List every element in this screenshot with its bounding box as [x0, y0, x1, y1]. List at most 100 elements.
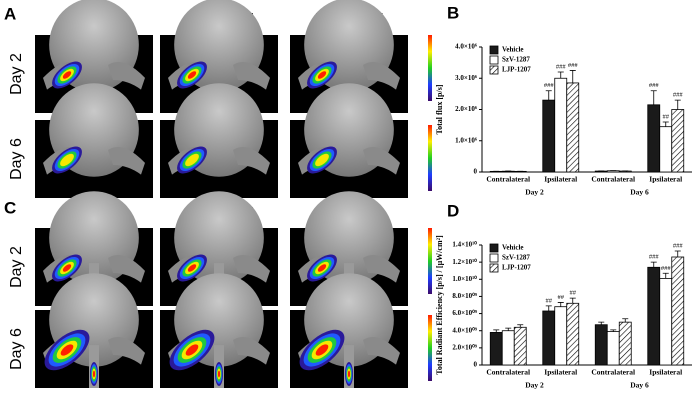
y-tick-label: 2.0×10⁶: [455, 105, 477, 113]
signal-blob: [187, 71, 197, 79]
x-tick-label: Contralateral: [591, 175, 635, 184]
row-label: Day 2: [8, 246, 25, 288]
legend-label: Vehicle: [502, 46, 524, 54]
signal-blob: [317, 71, 327, 79]
error-bar: [557, 71, 564, 79]
legend-swatch: [489, 55, 499, 65]
y-tick-label: 0: [474, 168, 478, 176]
legend-swatch: [489, 263, 499, 273]
signal-blob: [185, 153, 199, 167]
bar: [618, 321, 632, 366]
x-tick-label: Contralateral: [591, 368, 635, 377]
error-bar: [650, 261, 657, 268]
row-label: Day 2: [8, 53, 25, 95]
y-tick-label: 0: [474, 361, 478, 369]
significance-label: ##: [546, 297, 553, 304]
bar: [659, 126, 673, 173]
error-bar: [662, 121, 669, 127]
mouse-leg: [363, 254, 400, 283]
error-bar: [569, 297, 576, 304]
bar: [542, 99, 556, 173]
x-tick-label: Ipsilateral: [544, 175, 577, 184]
panel-label: A: [4, 4, 16, 23]
significance-label: ##: [570, 290, 577, 297]
bar: [566, 302, 580, 366]
color-scale: [428, 35, 432, 101]
panel-label: C: [4, 198, 16, 217]
y-tick-label: 1.0×10¹⁰: [452, 275, 477, 283]
x-tick-label: Contralateral: [486, 368, 530, 377]
signal-blob: [62, 71, 72, 79]
error-bar: [622, 318, 629, 323]
legend-label: SzV-1287: [502, 56, 530, 64]
bar: [554, 77, 568, 173]
y-axis-label: Total Radiant Efficiency [p/s] / [µW/cm²…: [435, 235, 444, 375]
mouse-leg: [108, 254, 145, 283]
x-tick-label: Ipsilateral: [649, 368, 682, 377]
significance-label: ###: [544, 82, 555, 89]
mouse-leg: [233, 146, 270, 175]
bioluminescence-image: [35, 273, 153, 388]
bar: [554, 306, 568, 366]
mouse-leg: [108, 61, 145, 90]
significance-label: ##: [663, 113, 670, 120]
x-tick-label: Contralateral: [486, 175, 530, 184]
bar: [671, 256, 685, 366]
row-label: Day 6: [8, 138, 25, 180]
color-scale: [428, 228, 432, 294]
error-bar: [545, 305, 552, 311]
bar: [606, 331, 620, 366]
mouse-leg: [363, 146, 400, 175]
legend-swatch: [489, 45, 499, 55]
signal-blob: [315, 153, 329, 167]
x-tick-label: Ipsilateral: [544, 368, 577, 377]
bar: [566, 82, 580, 173]
mouse-leg: [363, 61, 400, 90]
signal-blob: [60, 153, 74, 167]
y-tick-label: 6.0×10⁰⁹: [452, 309, 477, 317]
row-label: Day 6: [8, 328, 25, 370]
y-tick-label: 2.0×10⁰⁹: [452, 343, 477, 351]
bar: [647, 104, 661, 173]
panel-label: B: [447, 3, 459, 22]
error-bar: [517, 324, 524, 328]
y-axis-label: Total flux [p/s]: [435, 84, 444, 134]
significance-label: ###: [673, 242, 684, 249]
bar: [489, 332, 503, 366]
legend-swatch: [489, 253, 499, 263]
error-bar: [674, 99, 681, 110]
bioluminescence-image: [290, 273, 408, 388]
group-label: Day 6: [630, 188, 649, 197]
color-scale: [428, 315, 432, 381]
bar: [671, 109, 685, 173]
error-bar: [545, 90, 552, 101]
error-bar: [674, 250, 681, 257]
signal-blob: [185, 344, 199, 356]
signal-blob: [187, 264, 197, 272]
mouse-leg: [363, 336, 400, 365]
legend-label: Vehicle: [502, 244, 524, 252]
error-bar: [569, 70, 576, 83]
bioluminescence-image: [35, 0, 153, 113]
error-bar: [650, 90, 657, 105]
mouse-leg: [233, 254, 270, 283]
mouse-leg: [233, 336, 270, 365]
significance-label: ###: [661, 265, 672, 272]
mouse-leg: [233, 61, 270, 90]
bioluminescence-image: [35, 83, 153, 198]
bar: [542, 310, 556, 366]
legend-swatch: [489, 243, 499, 253]
legend-label: LJP-1207: [502, 66, 531, 74]
significance-label: ###: [556, 63, 567, 70]
legend-swatch: [489, 65, 499, 75]
y-tick-label: 4.0×10⁶: [455, 43, 477, 51]
legend-label: SzV-1287: [502, 254, 530, 262]
y-tick-label: 1.0×10⁶: [455, 136, 477, 144]
bar: [659, 278, 673, 366]
error-bar: [557, 302, 564, 307]
mouse-leg: [108, 336, 145, 365]
color-scale: [428, 125, 432, 191]
signal-blob: [92, 370, 96, 378]
